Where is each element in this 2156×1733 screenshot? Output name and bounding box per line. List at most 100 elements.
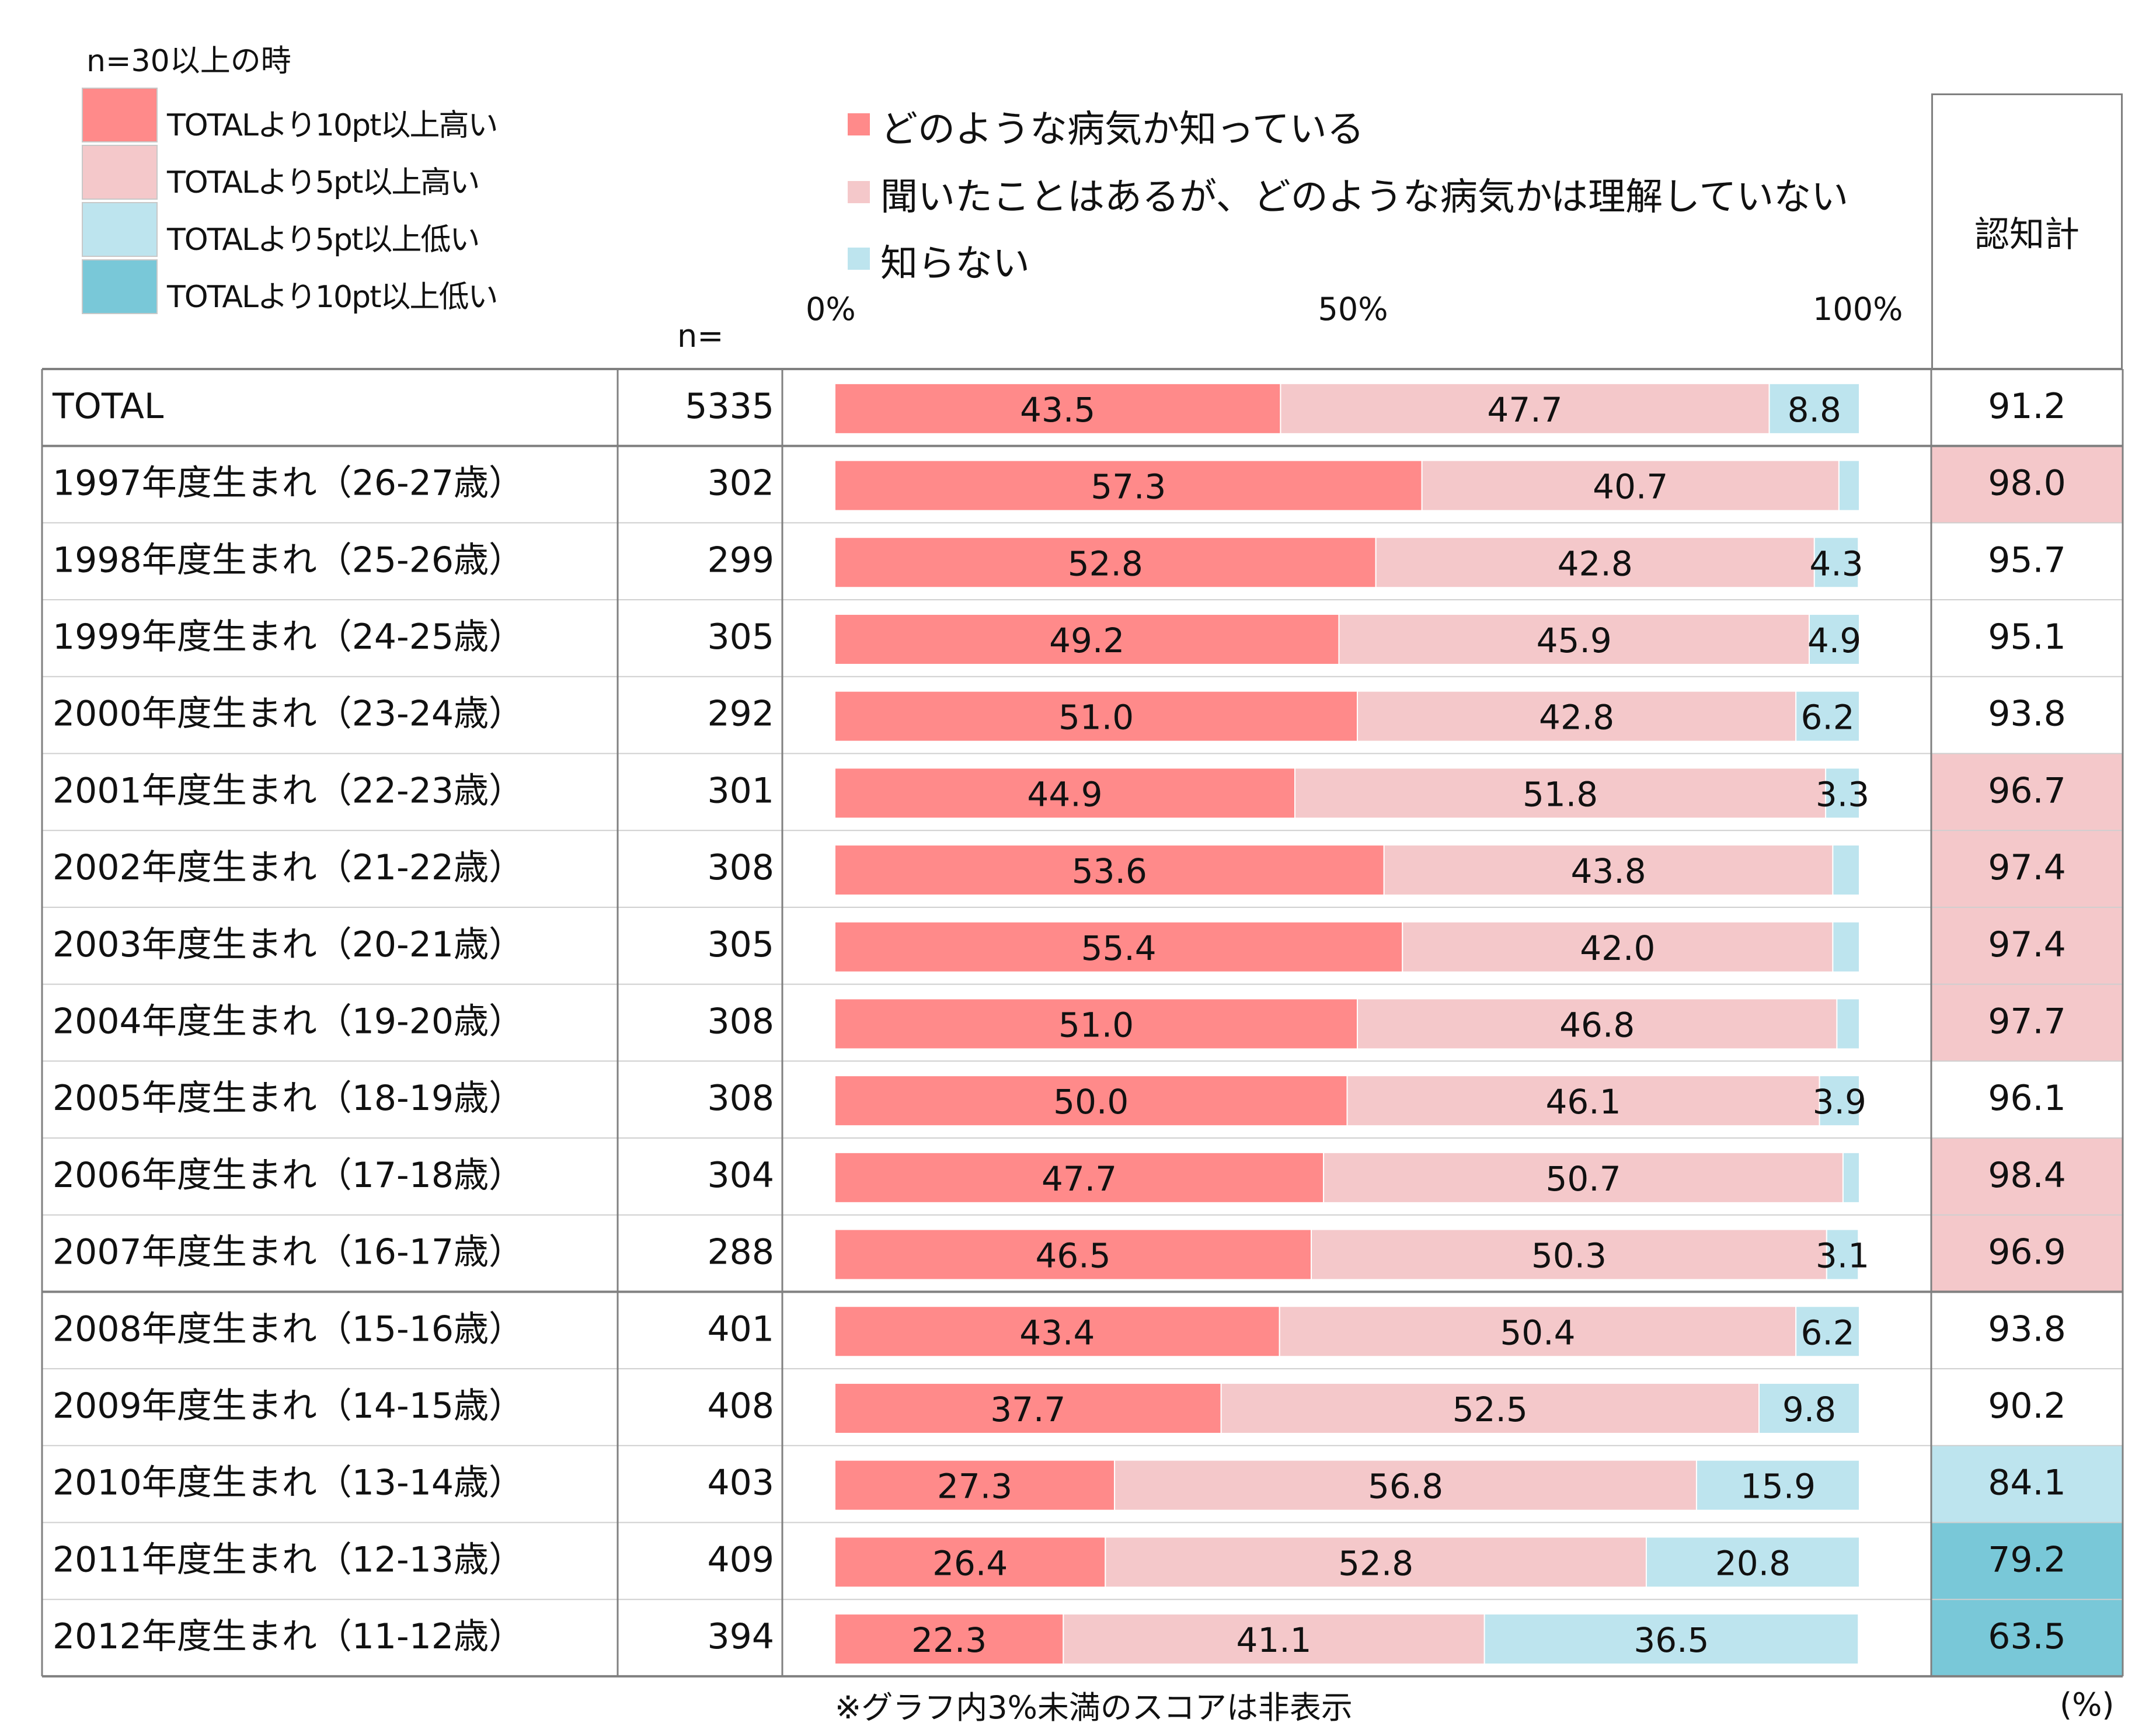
- n-column-header: n=: [677, 318, 724, 354]
- condition-legend-swatch: [82, 259, 158, 314]
- bar-segment: [1838, 460, 1860, 511]
- row-label: 1997年度生まれ（26-27歳）: [53, 463, 524, 504]
- bar-segment: [1826, 1229, 1859, 1280]
- bar-data-label: 4.3: [1809, 544, 1863, 583]
- row-label: 1998年度生まれ（25-26歳）: [53, 540, 524, 580]
- bar-segment: [834, 1613, 1064, 1665]
- bar-data-label: 50.4: [1500, 1313, 1575, 1352]
- row-label: 2012年度生まれ（11-12歳）: [53, 1616, 524, 1657]
- row-label: 2006年度生まれ（17-18歳）: [53, 1155, 524, 1196]
- sum-cell-highlight: [1931, 446, 2123, 523]
- bar-segment: [834, 844, 1385, 896]
- series-legend-swatch: [848, 181, 870, 203]
- bar-data-label: 3.3: [1816, 774, 1869, 814]
- sum-cell-highlight: [1931, 984, 2123, 1062]
- bar-data-label: 27.3: [937, 1467, 1012, 1506]
- row-sum-value: 95.1: [1988, 617, 2066, 657]
- row-sum-value: 84.1: [1988, 1463, 2066, 1504]
- bar-segment: [834, 1459, 1116, 1511]
- bar-segment: [834, 382, 1281, 434]
- bar-data-label: 37.7: [990, 1390, 1065, 1429]
- bar-segment: [1105, 1536, 1647, 1588]
- row-n-value: 403: [707, 1463, 774, 1504]
- bar-segment: [1220, 1382, 1760, 1434]
- bar-data-label: 51.0: [1058, 1005, 1134, 1045]
- row-sum-value: 91.2: [1988, 386, 2066, 427]
- sum-cell-highlight: [1931, 907, 2123, 984]
- bar-data-label: 3.9: [1813, 1082, 1866, 1122]
- bar-segment: [1819, 1075, 1860, 1127]
- bar-segment: [1357, 690, 1797, 742]
- bar-data-label: 36.5: [1633, 1620, 1709, 1660]
- bar-segment: [834, 1075, 1348, 1127]
- row-sum-value: 79.2: [1988, 1539, 2066, 1580]
- bar-segment: [1383, 844, 1834, 896]
- condition-legend-swatch: [82, 145, 158, 200]
- x-tick-label: 50%: [1318, 291, 1388, 328]
- row-label: 2008年度生まれ（15-16歳）: [53, 1309, 524, 1349]
- sum-cell-highlight: [1931, 1215, 2123, 1292]
- row-label: 2000年度生まれ（23-24歳）: [53, 694, 524, 735]
- bar-data-label: 6.2: [1800, 1313, 1854, 1352]
- condition-legend-label: TOTALより5pt以上低い: [167, 222, 480, 257]
- bar-segment: [1809, 613, 1860, 665]
- bar-data-label: 41.1: [1236, 1620, 1311, 1660]
- row-n-value: 302: [707, 463, 774, 504]
- condition-legend-item: TOTALより10pt以上低い: [82, 259, 549, 316]
- bar-data-label: 43.4: [1019, 1313, 1095, 1352]
- bar-segment: [1813, 537, 1859, 589]
- bar-data-label: 42.8: [1539, 698, 1614, 737]
- bar-segment: [1063, 1613, 1485, 1665]
- bar-segment: [1836, 998, 1860, 1050]
- row-label: 2004年度生まれ（19-20歳）: [53, 1001, 524, 1042]
- row-n-value: 409: [707, 1539, 774, 1580]
- bar-data-label: 50.0: [1053, 1082, 1128, 1122]
- bar-data-label: 6.2: [1800, 698, 1854, 737]
- row-sum-value: 63.5: [1988, 1616, 2066, 1657]
- bar-segment: [1842, 1151, 1860, 1203]
- bar-data-label: 53.6: [1072, 851, 1147, 891]
- bar-data-label: 51.0: [1058, 698, 1134, 737]
- bar-data-label: 55.4: [1081, 928, 1157, 968]
- bar-segment: [1311, 1229, 1827, 1280]
- row-sum-value: 93.8: [1988, 1309, 2066, 1349]
- row-sum-value: 93.8: [1988, 694, 2066, 735]
- condition-legend-label: TOTALより10pt以上低い: [167, 280, 498, 315]
- row-n-value: 394: [707, 1616, 774, 1657]
- bar-segment: [1758, 1382, 1861, 1434]
- row-sum-value: 97.7: [1988, 1001, 2066, 1042]
- bar-segment: [834, 998, 1359, 1050]
- bar-segment: [1832, 844, 1861, 896]
- condition-legend-item: TOTALより10pt以上高い: [82, 88, 549, 145]
- bar-segment: [834, 1306, 1280, 1358]
- series-legend-label: 知らない: [880, 242, 1030, 286]
- bar-data-label: 45.9: [1537, 621, 1612, 660]
- bar-data-label: 52.8: [1068, 544, 1143, 583]
- row-sum-value: 98.4: [1988, 1155, 2066, 1196]
- bar-data-label: 42.0: [1580, 928, 1655, 968]
- condition-legend-item: TOTALより5pt以上高い: [82, 145, 549, 202]
- row-n-value: 308: [707, 1001, 774, 1042]
- bar-data-label: 3.1: [1816, 1236, 1869, 1276]
- bar-data-label: 4.9: [1807, 621, 1861, 660]
- bar-data-label: 20.8: [1715, 1543, 1791, 1583]
- row-n-value: 308: [707, 847, 774, 888]
- bar-data-label: 50.3: [1531, 1236, 1607, 1276]
- bar-segment: [1402, 921, 1834, 973]
- bar-segment: [834, 1382, 1222, 1434]
- sum-cell-highlight: [1931, 830, 2123, 907]
- row-n-value: 292: [707, 694, 774, 735]
- row-sum-value: 96.7: [1988, 770, 2066, 811]
- bar-segment: [1357, 998, 1838, 1050]
- bar-segment: [834, 767, 1295, 819]
- row-sum-value: 97.4: [1988, 847, 2066, 888]
- row-sum-value: 98.0: [1988, 463, 2066, 504]
- row-label: 2011年度生まれ（12-13歳）: [53, 1539, 524, 1580]
- bar-segment: [834, 460, 1423, 511]
- bar-segment: [1279, 1306, 1797, 1358]
- bar-segment: [834, 690, 1359, 742]
- condition-legend-swatch: [82, 88, 158, 142]
- row-sum-value: 97.4: [1988, 924, 2066, 965]
- bar-segment: [1795, 690, 1860, 742]
- bar-segment: [834, 537, 1377, 589]
